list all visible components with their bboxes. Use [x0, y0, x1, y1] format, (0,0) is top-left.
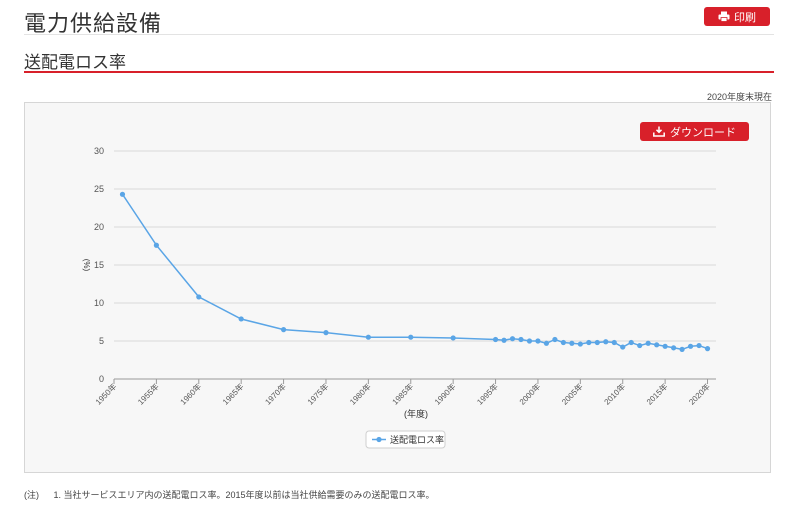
page-title: 電力供給設備 [24, 11, 163, 36]
data-point [671, 345, 677, 351]
x-axis-title: (年度) [404, 408, 428, 419]
data-point [577, 341, 583, 347]
chart-panel [24, 102, 771, 473]
data-point [323, 330, 329, 336]
data-point [153, 242, 159, 248]
series-line [121, 193, 708, 351]
download-button[interactable]: ダウンロード [640, 122, 749, 141]
x-tick-label: 2005年 [559, 381, 584, 406]
y-tick-label: 5 [99, 336, 104, 346]
legend-swatch-marker [376, 436, 382, 443]
legend-label: 送配電ロス率 [390, 434, 444, 445]
x-tick-label: 1965年 [220, 381, 245, 406]
data-point [408, 334, 414, 340]
as-of-date: 2020年度末現在 [706, 92, 772, 102]
data-point [196, 294, 202, 300]
x-tick-label: 1980年 [347, 381, 372, 406]
x-tick-label: 2015年 [644, 381, 669, 406]
data-point [552, 336, 558, 343]
y-tick-label: 0 [99, 374, 104, 384]
data-point [704, 346, 711, 352]
x-tick-label: 1950年 [93, 381, 118, 406]
download-icon [653, 126, 665, 137]
data-point [628, 339, 634, 346]
y-tick-label: 15 [94, 260, 104, 270]
data-point [560, 339, 566, 346]
data-point [637, 342, 643, 349]
print-button-label: 印刷 [734, 11, 756, 24]
data-point [569, 340, 575, 346]
data-point [645, 340, 651, 346]
y-tick-label: 25 [94, 184, 104, 194]
data-point [696, 342, 702, 349]
data-point [509, 336, 516, 342]
print-button[interactable]: 印刷 [704, 7, 770, 26]
data-point [501, 337, 507, 343]
footnote-text: 1. 当社サービスエリア内の送配電ロス率。2015年度以前は当社供給需要のみの送… [53, 490, 435, 500]
section-divider [24, 71, 774, 73]
x-tick-label: 1970年 [263, 381, 288, 406]
data-point [450, 335, 456, 341]
data-point [518, 336, 524, 343]
x-tick-label: 1955年 [135, 381, 160, 406]
y-tick-label: 20 [94, 222, 104, 232]
data-point [687, 343, 694, 349]
data-point [238, 316, 244, 322]
data-point [280, 327, 287, 333]
y-tick-label: 30 [94, 146, 104, 156]
x-tick-label: 2010年 [602, 381, 627, 406]
data-point [543, 340, 550, 346]
y-tick-label: 10 [94, 298, 104, 308]
x-tick-label: 1985年 [390, 381, 415, 406]
data-point [492, 336, 499, 343]
download-button-label: ダウンロード [670, 126, 736, 139]
x-tick-label: 1990年 [432, 381, 457, 406]
footnote-mark: (注) [24, 490, 39, 500]
data-point [594, 339, 600, 346]
header-divider [24, 34, 774, 35]
data-point [119, 191, 126, 197]
data-point [365, 334, 371, 340]
y-axis-title: (%) [82, 259, 91, 272]
legend-box [365, 430, 446, 449]
printer-icon [718, 11, 730, 22]
x-tick-label: 2020年 [687, 381, 712, 406]
data-point [611, 339, 617, 346]
x-tick-label: 2000年 [517, 381, 542, 406]
x-tick-label: 1995年 [475, 381, 500, 406]
x-tick-label: 1960年 [178, 381, 203, 406]
data-point [662, 343, 668, 349]
data-point [620, 344, 626, 350]
footnote: (注) 1. 当社サービスエリア内の送配電ロス率。2015年度以前は当社供給需要… [24, 488, 435, 501]
data-point [603, 339, 609, 345]
section-title: 送配電ロス率 [24, 53, 126, 72]
data-point [654, 342, 660, 348]
data-point [586, 339, 592, 346]
data-point [526, 338, 533, 344]
data-point [535, 338, 541, 344]
x-tick-label: 1975年 [305, 381, 330, 406]
data-point [679, 346, 685, 352]
